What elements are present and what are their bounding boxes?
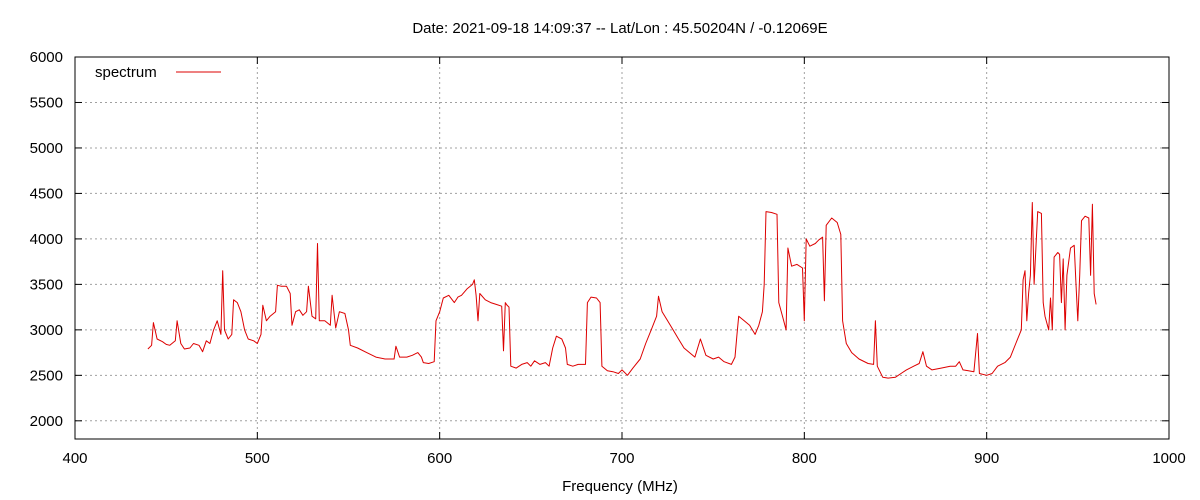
y-tick-label: 3500	[30, 276, 63, 293]
series-layer	[147, 202, 1097, 379]
y-tick-label: 5000	[30, 140, 63, 157]
x-tick-label: 600	[427, 450, 452, 467]
y-tick-label: 2000	[30, 413, 63, 430]
x-tick-label: 500	[245, 450, 270, 467]
y-tick-label: 3000	[30, 322, 63, 339]
x-tick-label: 800	[792, 450, 817, 467]
y-tick-label: 4000	[30, 231, 63, 248]
x-axis-label: Frequency (MHz)	[562, 478, 678, 495]
x-tick-label: 400	[62, 450, 87, 467]
x-tick-label: 1000	[1152, 450, 1185, 467]
axis-ticks: 400 500 600 700 800 900 1000 2000 2500 3000 3500 40…	[30, 49, 1186, 467]
y-tick-label: 4500	[30, 185, 63, 202]
legend-entry-spectrum: spectrum	[95, 64, 157, 81]
y-tick-label: 5500	[30, 94, 63, 111]
x-tick-label: 700	[609, 450, 634, 467]
chart-title: Date: 2021-09-18 14:09:37 -- Lat/Lon : 4…	[412, 20, 827, 37]
x-tick-label: 900	[974, 450, 999, 467]
y-tick-label: 2500	[30, 367, 63, 384]
y-tick-label: 6000	[30, 49, 63, 66]
grid-lines	[75, 57, 1169, 439]
series-line-spectrum	[147, 202, 1097, 379]
legend: spectrum	[95, 64, 221, 81]
